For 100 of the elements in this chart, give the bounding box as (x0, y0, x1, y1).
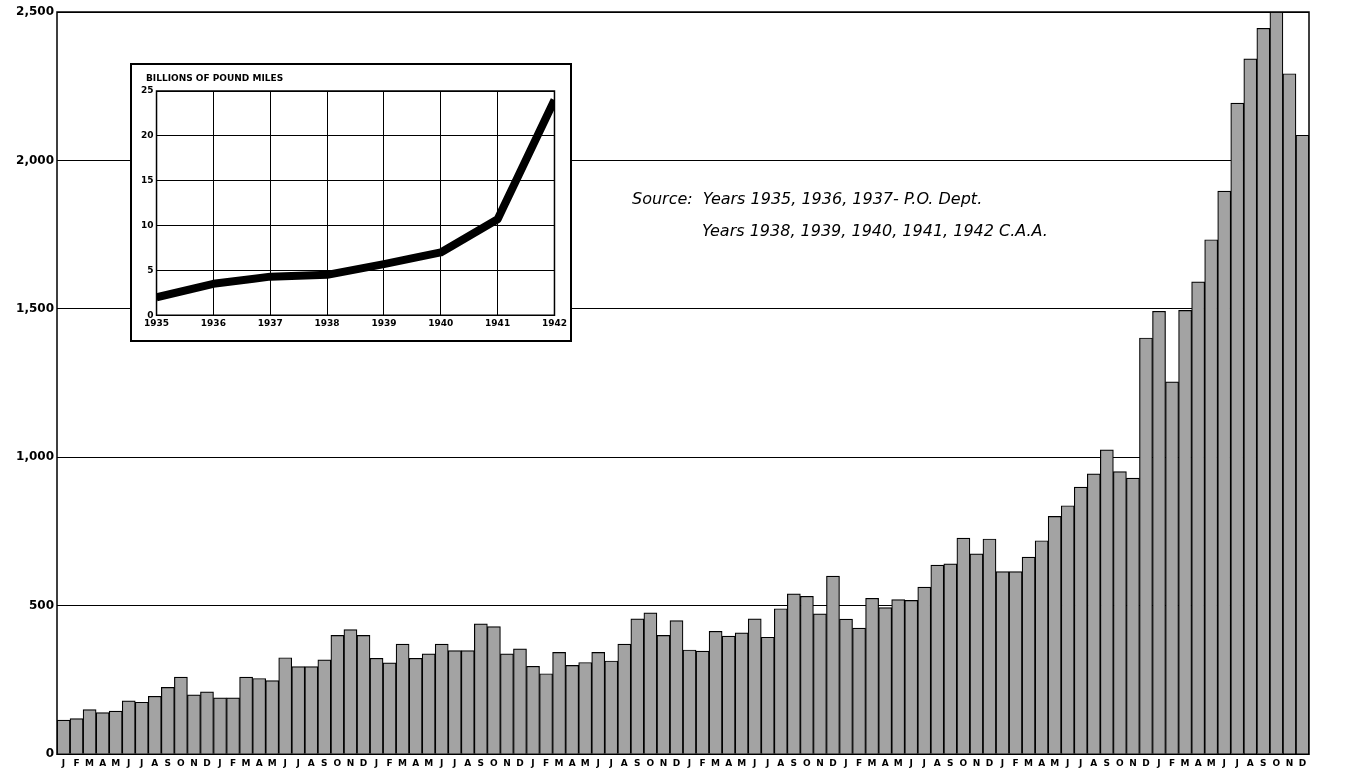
x-tick-label: 1941 (485, 317, 511, 328)
x-tick-label: S (790, 757, 798, 768)
x-tick-label: J (999, 757, 1005, 768)
x-tick-label: O (1116, 757, 1125, 768)
x-tick-label: M (85, 757, 95, 768)
x-tick-label: F (1168, 757, 1176, 768)
x-tick-label: J (686, 757, 692, 768)
x-tick-label: 1939 (371, 317, 397, 328)
x-tick-label: S (164, 757, 172, 768)
x-tick-label: A (568, 757, 576, 768)
x-tick-label: D (1298, 757, 1307, 768)
x-tick-label: A (1038, 757, 1046, 768)
x-tick-label: O (1272, 757, 1281, 768)
x-tick-label: J (295, 757, 300, 768)
x-tick-label: D (203, 757, 211, 768)
x-tick-label: O (333, 757, 342, 768)
x-tick-label: M (424, 757, 434, 768)
y-tick-label: 25 (140, 85, 154, 96)
y-tick-label: 0 (147, 309, 154, 320)
x-tick-label: J (282, 757, 287, 768)
x-tick-label: F (855, 757, 863, 768)
y-tick-label: 2,500 (16, 4, 54, 19)
x-tick-label: M (1180, 757, 1190, 768)
x-tick-label: M (398, 757, 408, 768)
x-tick-label: A (1090, 757, 1098, 768)
x-tick-label: J (752, 757, 757, 768)
x-tick-label: M (711, 757, 721, 768)
x-tick-label: J (1234, 757, 1239, 768)
x-tick-label: 1938 (314, 317, 340, 328)
x-tick-label: O (177, 757, 186, 768)
x-tick-label: M (1050, 757, 1060, 768)
x-tick-label: J (60, 757, 66, 768)
x-tick-label: O (803, 757, 812, 768)
x-tick-label: F (699, 757, 706, 768)
x-tick-label: O (490, 757, 499, 768)
x-tick-label: D (829, 757, 837, 768)
x-tick-label: N (346, 757, 355, 768)
y-tick-label: 10 (140, 219, 154, 230)
x-tick-label: N (503, 757, 511, 768)
x-tick-label: J (530, 757, 535, 768)
x-tick-label: 1936 (200, 317, 226, 328)
x-tick-label: A (933, 757, 941, 768)
x-tick-label: J (908, 757, 913, 768)
x-tick-label: 1940 (428, 317, 454, 328)
x-tick-label: M (737, 757, 747, 768)
x-tick-label: A (1246, 757, 1254, 768)
x-tick-label: O (959, 757, 968, 768)
x-tick-label: M (241, 757, 251, 768)
x-tick-label: M (867, 757, 877, 768)
x-tick-label: J (608, 757, 613, 768)
x-tick-label: J (843, 757, 848, 768)
x-tick-label: D (516, 757, 524, 768)
x-tick-label: M (893, 757, 903, 768)
x-tick-label: S (477, 757, 485, 768)
x-tick-label: 1937 (257, 317, 283, 328)
x-tick-label: J (1221, 757, 1226, 768)
x-tick-label: A (777, 757, 785, 768)
x-tick-label: J (452, 757, 457, 768)
y-tick-label: 0 (45, 746, 54, 761)
x-tick-label: J (765, 757, 770, 768)
x-tick-label: S (1260, 757, 1267, 768)
x-tick-label: A (151, 757, 159, 768)
x-tick-label: S (321, 757, 328, 768)
x-tick-label: D (672, 757, 681, 768)
x-tick-label: N (1285, 757, 1294, 768)
x-tick-label: J (126, 757, 131, 768)
x-tick-label: J (439, 757, 444, 768)
x-tick-label: J (1156, 757, 1161, 768)
x-tick-label: D (359, 757, 368, 768)
x-tick-label: J (1065, 757, 1070, 768)
x-tick-label: M (580, 757, 590, 768)
x-tick-label: N (190, 757, 198, 768)
annotation: Years 1938, 1939, 1940, 1941, 1942 C.A.A. (702, 221, 1048, 240)
x-tick-label: J (139, 757, 144, 768)
x-tick-label: S (634, 757, 641, 768)
x-tick-label: M (111, 757, 121, 768)
x-tick-label: M (554, 757, 564, 768)
x-tick-label: N (659, 757, 668, 768)
x-tick-label: A (307, 757, 315, 768)
x-tick-label: 1942 (541, 317, 568, 328)
x-tick-label: A (412, 757, 420, 768)
x-tick-label: N (816, 757, 824, 768)
x-tick-label: J (1078, 757, 1083, 768)
x-tick-label: N (1129, 757, 1137, 768)
x-tick-label: A (255, 757, 263, 768)
y-tick-label: 2,000 (16, 152, 54, 167)
y-tick-label: 5 (147, 264, 154, 275)
x-tick-label: J (217, 757, 222, 768)
x-tick-label: D (985, 757, 994, 768)
x-tick-label: J (921, 757, 926, 768)
x-tick-label: A (99, 757, 107, 768)
x-tick-label: A (725, 757, 733, 768)
x-tick-label: F (73, 757, 80, 768)
x-tick-label: M (1206, 757, 1216, 768)
x-tick-label: M (267, 757, 277, 768)
x-tick-label: M (1024, 757, 1034, 768)
x-tick-label: J (595, 757, 600, 768)
x-tick-label: J (373, 757, 379, 768)
x-tick-label: F (1012, 757, 1019, 768)
annotation: Source: Years 1935, 1936, 1937- P.O. Dept. (632, 189, 983, 208)
